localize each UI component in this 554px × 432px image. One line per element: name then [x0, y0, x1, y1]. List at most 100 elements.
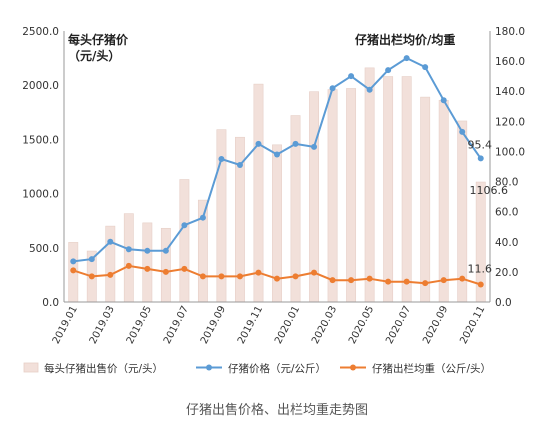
x-tick-label: 2019.05 — [125, 304, 154, 346]
data-label-bar-last: 1106.6 — [469, 184, 508, 197]
x-tick-label: 2020.01 — [273, 304, 302, 346]
price-point-2020.06 — [385, 67, 392, 74]
x-tick-label: 2020.07 — [384, 304, 413, 346]
left-axis-title-line1: 每头仔猪价 — [68, 32, 129, 47]
legend-marker-price — [206, 364, 212, 371]
data-label-weight-last: 11.6 — [467, 263, 492, 276]
price-point-2019.07 — [181, 222, 188, 229]
bar-2020.09 — [438, 100, 449, 303]
weight-point-2019.05 — [144, 265, 151, 272]
price-point-2019.02 — [88, 256, 95, 263]
bar-2020.07 — [401, 76, 412, 303]
price-point-2020.11 — [477, 155, 484, 162]
weight-point-2020.10 — [459, 275, 466, 282]
weight-point-2020.11 — [477, 281, 484, 288]
axes — [63, 31, 491, 303]
price-point-2020.07 — [403, 55, 410, 62]
price-point-2019.05 — [144, 247, 151, 254]
legend-label-weight: 仔猪出栏均重（公斤/头） — [372, 362, 491, 375]
x-tick-label: 2020.11 — [458, 304, 487, 346]
right-tick-label: 20.0 — [495, 267, 518, 279]
weight-point-2019.02 — [88, 273, 95, 280]
weight-point-2019.07 — [181, 265, 188, 272]
weight-point-2019.03 — [107, 271, 114, 278]
left-tick-label: 0.0 — [42, 297, 59, 309]
x-tick-label: 2020.05 — [347, 304, 376, 346]
price-point-2019.11 — [255, 140, 262, 147]
right-tick-label: 140.0 — [495, 86, 525, 98]
weight-point-2019.10 — [236, 273, 243, 280]
bar-2019.06 — [160, 227, 171, 303]
chart-caption: 仔猪出售价格、出栏均重走势图 — [186, 402, 368, 418]
price-point-2019.12 — [274, 151, 280, 158]
bar-2020.08 — [420, 96, 431, 303]
weight-point-2019.09 — [218, 273, 225, 280]
left-tick-label: 2000.0 — [22, 80, 59, 92]
price-point-2019.10 — [236, 161, 243, 168]
x-tick-label: 2020.03 — [310, 304, 339, 346]
line-series — [70, 55, 484, 288]
bar-2020.06 — [383, 76, 394, 303]
x-tick-label: 2019.09 — [199, 304, 228, 346]
left-tick-label: 500.0 — [29, 243, 59, 255]
right-tick-label: 160.0 — [495, 56, 525, 68]
bar-2019.05 — [142, 222, 153, 303]
price-point-2020.03 — [329, 85, 336, 92]
price-point-2019.01 — [70, 258, 77, 265]
weight-point-2019.01 — [70, 267, 77, 274]
price-point-2020.08 — [422, 64, 429, 71]
weight-point-2019.11 — [255, 269, 262, 276]
weight-point-2019.08 — [199, 273, 206, 280]
left-tick-label: 1000.0 — [22, 189, 59, 201]
data-label-price-last: 95.4 — [467, 138, 492, 151]
price-point-2019.04 — [125, 246, 132, 253]
right-tick-label: 0.0 — [495, 297, 512, 309]
bar-2019.03 — [105, 225, 116, 303]
right-tick-label: 180.0 — [495, 26, 525, 38]
bar-2020.03 — [327, 89, 338, 303]
legend-label-bar: 每头仔猪出售价（元/头） — [44, 362, 163, 375]
bar-2020.04 — [346, 88, 357, 303]
right-tick-label: 80.0 — [495, 177, 518, 189]
weight-point-2020.03 — [329, 277, 336, 284]
weight-point-2019.12 — [274, 275, 280, 282]
bar-series — [68, 67, 486, 303]
bar-2020.05 — [364, 67, 375, 303]
bar-2019.07 — [179, 179, 190, 303]
x-tick-label: 2019.01 — [51, 304, 80, 346]
price-point-2019.03 — [107, 238, 114, 245]
weight-point-2019.04 — [125, 262, 132, 269]
price-point-2020.02 — [311, 143, 318, 150]
price-point-2020.09 — [440, 97, 447, 104]
data-labels: 95.4 1106.6 11.6 — [467, 138, 508, 275]
x-tick-label: 2019.03 — [88, 304, 117, 346]
left-axis-ticks: 0.0 500.0 1000.0 1500.0 2000.0 2500.0 — [22, 26, 59, 309]
weight-point-2020.09 — [440, 277, 447, 284]
weight-point-2019.06 — [162, 268, 169, 275]
right-axis-title: 仔猪出栏均价/均重 — [355, 32, 455, 47]
price-point-2019.09 — [218, 155, 225, 162]
legend-swatch-bar — [23, 362, 39, 373]
price-point-2019.06 — [162, 247, 169, 254]
weight-point-2020.08 — [422, 280, 429, 287]
price-point-2020.01 — [292, 140, 299, 147]
weight-point-2020.06 — [385, 278, 392, 285]
weight-point-2020.01 — [292, 273, 299, 280]
bar-2019.04 — [123, 213, 134, 303]
x-tick-label: 2019.11 — [236, 304, 265, 346]
legend: 每头仔猪出售价（元/头） 仔猪价格（元/公斤） 仔猪出栏均重（公斤/头） — [23, 362, 491, 375]
price-point-2019.08 — [199, 214, 206, 221]
left-axis-title-line2: （元/头） — [68, 48, 120, 63]
right-tick-label: 120.0 — [495, 116, 525, 128]
right-tick-label: 60.0 — [495, 207, 518, 219]
weight-point-2020.02 — [311, 269, 318, 276]
price-point-2020.10 — [459, 128, 466, 135]
x-axis-ticks: 2019.01 2019.03 2019.05 2019.07 2019.09 2019.… — [51, 304, 488, 346]
weight-point-2020.04 — [348, 277, 355, 284]
legend-label-price: 仔猪价格（元/公斤） — [228, 362, 326, 375]
right-tick-label: 100.0 — [495, 146, 525, 158]
legend-marker-weight — [350, 364, 356, 371]
x-tick-label: 2020.09 — [421, 304, 450, 346]
bar-2019.11 — [253, 83, 264, 303]
